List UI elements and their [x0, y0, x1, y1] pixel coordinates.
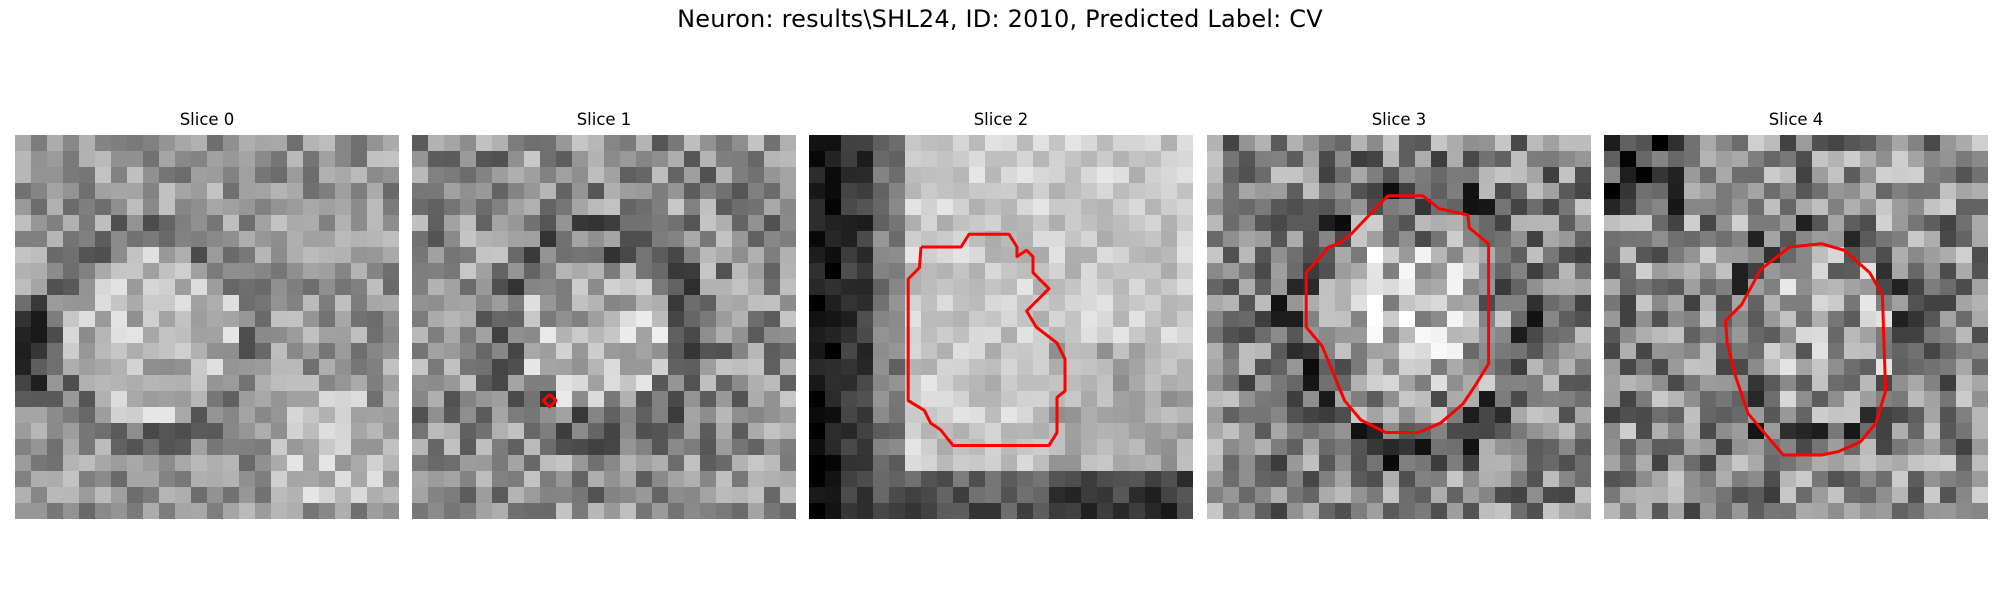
slice-title: Slice 0: [179, 110, 235, 129]
grayscale-image: [809, 135, 1193, 519]
figure-title: Neuron: results\SHL24, ID: 2010, Predict…: [677, 5, 1323, 33]
grayscale-image: [1207, 135, 1591, 519]
slice-image: [15, 135, 399, 519]
grayscale-image: [1604, 135, 1988, 519]
slice-title: Slice 2: [973, 110, 1029, 129]
slice-panel-1: Slice 1: [412, 105, 796, 519]
slice-panel-4: Slice 4: [1604, 105, 1988, 519]
grayscale-image: [15, 135, 399, 519]
slice-panel-3: Slice 3: [1207, 105, 1591, 519]
slice-panel-2: Slice 2: [809, 105, 1193, 519]
slice-title: Slice 1: [576, 110, 632, 129]
slice-image: [412, 135, 796, 519]
slice-image: [1207, 135, 1591, 519]
slice-title: Slice 4: [1768, 110, 1824, 129]
grayscale-image: [412, 135, 796, 519]
slice-panel-0: Slice 0: [15, 105, 399, 519]
slice-image: [1604, 135, 1988, 519]
slice-image: [809, 135, 1193, 519]
slice-title: Slice 3: [1371, 110, 1427, 129]
